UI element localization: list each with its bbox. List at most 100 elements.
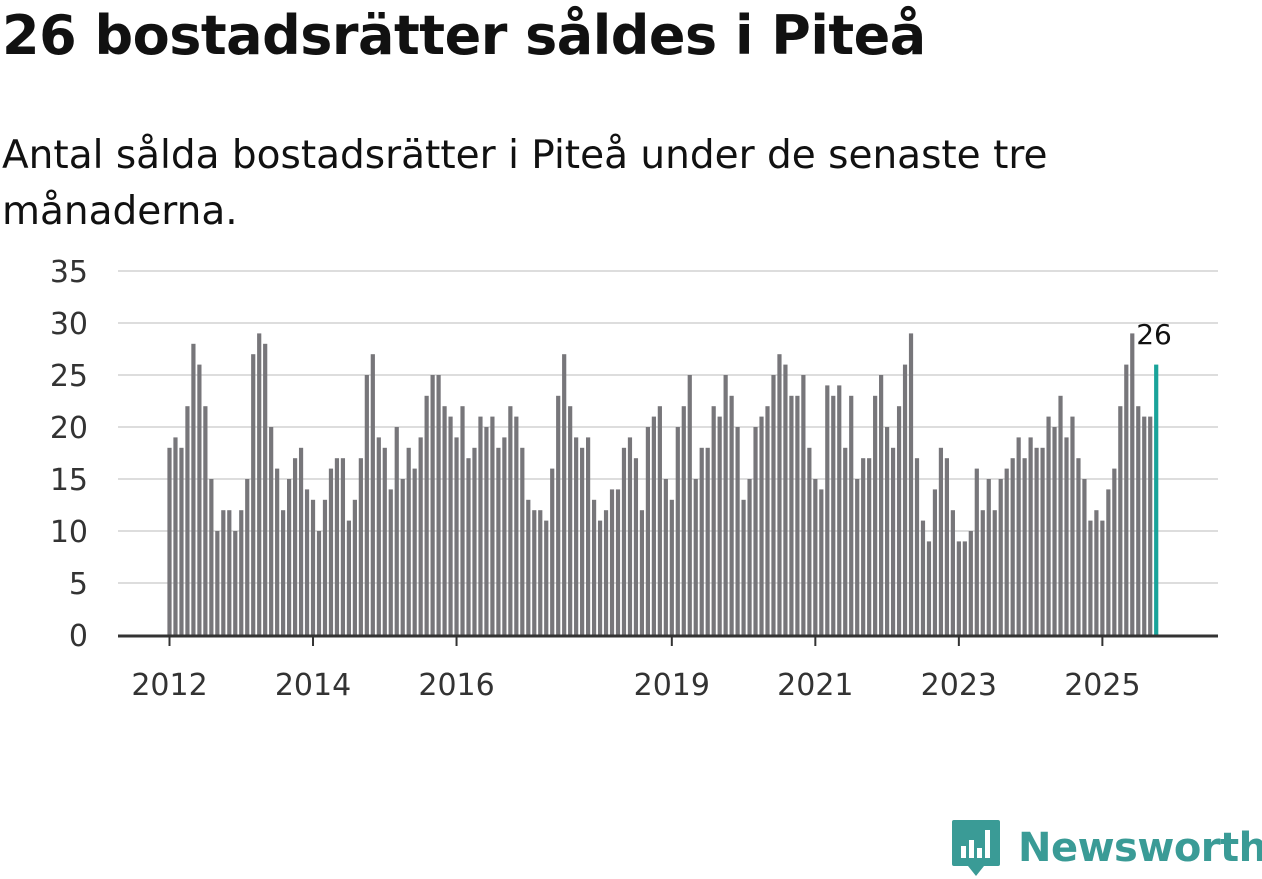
bar — [747, 479, 752, 635]
bar — [245, 479, 250, 635]
bar — [322, 499, 328, 635]
bar — [968, 531, 973, 635]
bar — [603, 510, 609, 635]
bar — [478, 416, 483, 635]
bar — [430, 375, 435, 635]
bar — [412, 468, 417, 635]
bar — [801, 375, 806, 635]
bar — [908, 333, 914, 635]
bar — [538, 510, 543, 635]
bar — [304, 489, 310, 635]
bar — [789, 395, 794, 635]
bar — [633, 458, 639, 635]
bar — [287, 479, 292, 635]
newsworthy-logo-icon — [952, 820, 1000, 876]
y-tick-label: 10 — [50, 515, 88, 550]
x-tick-label: 2014 — [275, 668, 351, 703]
bar — [717, 416, 722, 635]
bar — [1058, 395, 1063, 635]
bar — [974, 468, 979, 635]
bar — [1052, 427, 1057, 635]
bar — [807, 447, 812, 635]
bar — [1094, 510, 1099, 635]
bar — [1106, 489, 1111, 635]
bar — [1100, 520, 1105, 635]
bar — [586, 437, 591, 635]
newsworthy-logo-text: Newsworthy — [1018, 825, 1262, 871]
bar — [1136, 406, 1141, 635]
bar — [609, 489, 615, 635]
bar — [932, 489, 938, 635]
bar — [310, 499, 316, 635]
bar — [269, 427, 274, 635]
bar — [281, 510, 286, 635]
bar — [334, 458, 340, 635]
bar — [340, 458, 346, 635]
bar — [382, 447, 387, 635]
bar — [639, 510, 645, 635]
bar — [1130, 333, 1135, 635]
bar — [203, 406, 208, 635]
bar — [400, 479, 405, 635]
bar — [998, 479, 1003, 635]
bar — [663, 479, 668, 635]
bar — [502, 437, 507, 635]
bar — [191, 343, 196, 635]
bar — [885, 427, 890, 635]
x-tick-label: 2021 — [777, 668, 853, 703]
bar — [514, 416, 519, 635]
bar — [454, 437, 459, 635]
bar — [896, 406, 902, 635]
bar — [627, 437, 633, 635]
bar — [257, 333, 262, 635]
bar — [645, 427, 650, 635]
y-tick-label: 30 — [50, 307, 88, 342]
bar — [1076, 458, 1081, 635]
bar — [520, 447, 525, 635]
bar — [657, 406, 662, 635]
bar — [992, 510, 997, 635]
bar — [227, 510, 232, 635]
bar — [1010, 458, 1015, 635]
bar — [950, 510, 955, 635]
bar — [837, 385, 842, 635]
bar — [705, 447, 710, 635]
bar — [902, 364, 908, 635]
bar — [490, 416, 495, 635]
bar — [209, 479, 214, 635]
bar — [376, 437, 381, 635]
bar — [615, 489, 621, 635]
bar — [568, 406, 573, 635]
bar — [1112, 468, 1117, 635]
bar — [693, 479, 698, 635]
bar — [221, 510, 226, 635]
bar — [926, 541, 932, 635]
bar — [263, 343, 268, 635]
bar — [855, 479, 860, 635]
bar — [466, 458, 471, 635]
bar — [448, 416, 453, 635]
bar — [436, 375, 441, 635]
bar — [759, 416, 764, 635]
bar — [675, 427, 680, 635]
bar — [1004, 468, 1009, 635]
bar — [508, 406, 513, 635]
bar — [580, 447, 585, 635]
bar — [544, 520, 549, 635]
bar — [179, 447, 184, 635]
bar — [1088, 520, 1093, 635]
bar — [484, 427, 489, 635]
chart-title: 26 bostadsrätter såldes i Piteå — [2, 4, 926, 67]
bar — [861, 458, 866, 635]
y-tick-label: 5 — [69, 567, 88, 602]
bar — [723, 375, 728, 635]
bar — [370, 354, 375, 635]
y-tick-label: 0 — [69, 619, 88, 654]
bar — [920, 520, 926, 635]
bar — [185, 406, 190, 635]
x-tick-label: 2025 — [1064, 668, 1140, 703]
bar — [843, 447, 848, 635]
bar — [986, 479, 991, 635]
bar — [873, 395, 878, 635]
bar — [1022, 458, 1027, 635]
